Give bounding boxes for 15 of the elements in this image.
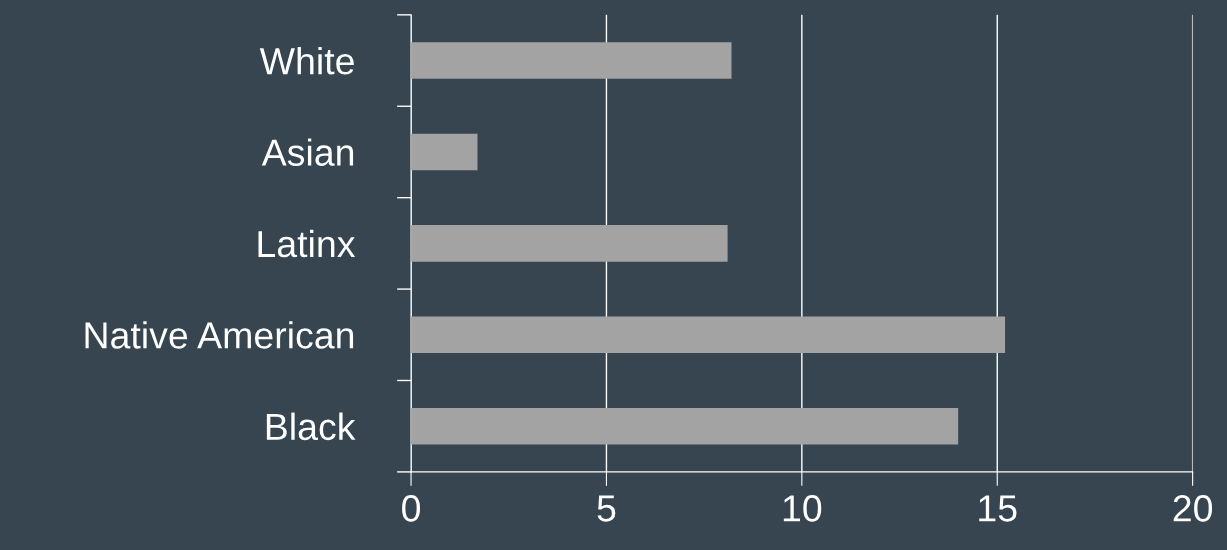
y-tick-label: Latinx [258,229,356,258]
y-tick-label: White [259,46,354,75]
x-tick-label: 10 [783,495,822,522]
y-tick-label: Asian [261,138,354,166]
x-tick-label: 0 [402,495,421,522]
y-tick-label: Black [266,412,356,441]
bar [411,225,728,262]
bar [411,133,478,171]
bar [411,42,732,79]
x-tick-label: 20 [1173,495,1213,522]
x-tick-label: 15 [979,495,1017,522]
y-tick-label: Native American [85,321,354,349]
x-tick-label: 5 [597,495,616,522]
bar [411,407,959,445]
bar [411,316,1006,354]
